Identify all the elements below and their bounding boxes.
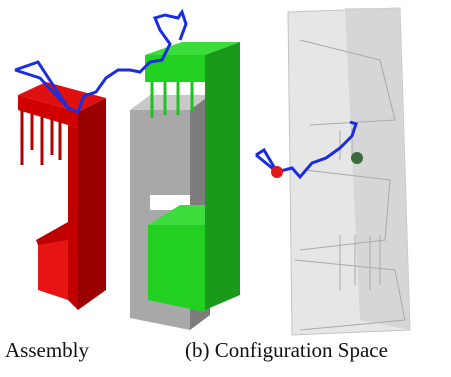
assembly-illustration <box>15 12 240 330</box>
configuration-space-illustration <box>256 8 410 335</box>
caption: (b) Configuration Space <box>185 338 388 362</box>
caption: Assembly <box>5 338 90 362</box>
figure: Assembly (b) Configuration Space <box>0 0 451 377</box>
